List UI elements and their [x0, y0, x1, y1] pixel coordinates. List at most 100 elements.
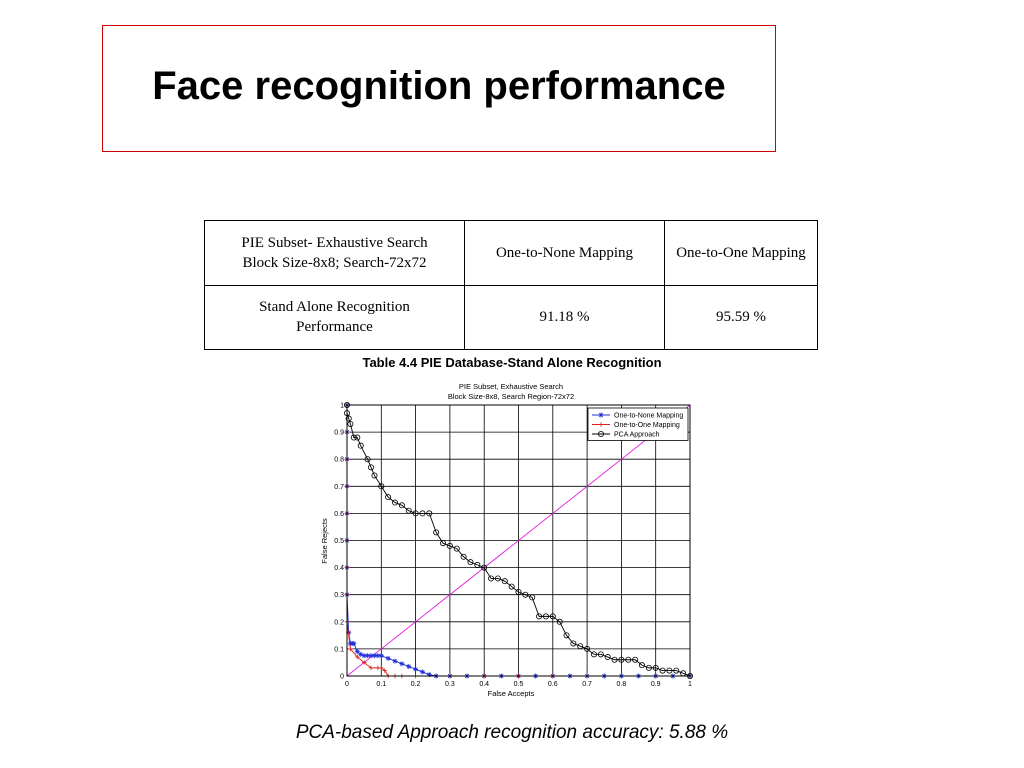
chart-axes: 0 0.1 0.2 0.3 0.4 0.5 0.6 0.7 0.8 0.9 1 0 0.1 0.2 0.3 0…	[334, 403, 692, 689]
data-point	[385, 655, 391, 661]
data-point	[563, 632, 570, 639]
y-tick-label: 0.9	[334, 430, 344, 437]
data-point	[529, 594, 536, 601]
data-point	[361, 660, 367, 665]
data-point	[350, 434, 357, 441]
data-point	[351, 640, 357, 646]
plot-frame	[346, 404, 691, 677]
data-point	[371, 653, 377, 659]
data-point	[426, 510, 433, 517]
data-point	[611, 656, 618, 663]
data-point	[556, 618, 563, 625]
data-point	[625, 656, 632, 663]
data-point	[348, 646, 353, 652]
data-point	[460, 553, 467, 560]
x-axis-label: False Accepts	[488, 689, 535, 698]
data-point	[419, 669, 425, 675]
table-row: Stand Alone Recognition Performance 91.1…	[204, 284, 818, 350]
data-point	[481, 564, 488, 571]
data-point	[368, 665, 374, 671]
series-line	[346, 405, 691, 677]
data-point	[354, 649, 360, 655]
data-point	[522, 591, 529, 598]
table-header-row: PIE Subset- Exhaustive Search Block Size…	[204, 220, 818, 286]
x-tick-label: 0.1	[376, 681, 386, 688]
row-label-line: Stand Alone Recognition	[259, 299, 410, 315]
table-header-cell: One-to-One Mapping	[664, 220, 818, 286]
data-point	[379, 665, 384, 671]
data-point	[666, 667, 673, 674]
y-tick-label: 0.2	[334, 619, 344, 626]
chart-legend: One-to-None Mapping One-to-One Mapping PCA…	[587, 407, 689, 441]
y-tick-label: 0	[340, 674, 344, 681]
data-point	[354, 434, 361, 441]
table-header-cell: One-to-None Mapping	[464, 220, 665, 286]
data-point	[632, 656, 639, 663]
y-tick-label: 0.7	[334, 484, 344, 491]
data-point	[357, 442, 364, 449]
y-axis-label: False Rejects	[320, 518, 329, 564]
data-point	[405, 507, 412, 514]
x-tick-label: 0.6	[548, 681, 558, 688]
data-point	[597, 431, 604, 438]
data-point	[618, 656, 625, 663]
data-point	[536, 613, 543, 620]
data-point	[406, 664, 412, 670]
table-cell: 91.18 %	[464, 284, 665, 350]
data-point	[604, 654, 611, 661]
x-tick-label: 0.8	[617, 681, 627, 688]
data-point	[413, 666, 419, 672]
x-tick-label: 0.3	[445, 681, 455, 688]
data-point	[542, 613, 549, 620]
data-point	[399, 661, 405, 667]
y-tick-label: 0.1	[334, 646, 344, 653]
data-point	[347, 420, 354, 427]
table-cell: 95.59 %	[664, 284, 818, 350]
data-point	[652, 664, 659, 671]
data-point	[515, 588, 522, 595]
y-tick-label: 1	[340, 403, 344, 410]
chart-svg: PIE Subset, Exhaustive Search Block Size…	[320, 382, 693, 698]
table-caption: Table 4.4 PIE Database-Stand Alone Recog…	[362, 355, 662, 370]
data-point	[474, 561, 481, 568]
x-tick-label: 0.5	[514, 681, 524, 688]
data-point	[577, 643, 584, 650]
header-line: Block Size-8x8; Search-72x72	[242, 254, 427, 271]
x-tick-label: 0.4	[479, 681, 489, 688]
data-point	[598, 412, 604, 418]
legend-item: PCA Approach	[592, 431, 660, 439]
x-tick-label: 0.2	[411, 681, 421, 688]
data-point	[385, 494, 392, 501]
table-cell: Stand Alone Recognition Performance	[204, 284, 465, 350]
roc-chart: PIE Subset, Exhaustive Search Block Size…	[300, 376, 720, 702]
series-line	[346, 404, 691, 677]
y-tick-label: 0.3	[334, 592, 344, 599]
data-point	[488, 575, 495, 582]
x-tick-label: 0.7	[582, 681, 592, 688]
series-pca-approach	[344, 401, 693, 679]
x-tick-label: 1	[688, 681, 692, 688]
y-tick-label: 0.6	[334, 511, 344, 518]
data-point	[638, 662, 645, 669]
legend-item: One-to-One Mapping	[592, 422, 680, 429]
x-tick-label: 0.9	[651, 681, 661, 688]
y-tick-label: 0.8	[334, 457, 344, 464]
data-point	[494, 575, 501, 582]
legend-label: PCA Approach	[614, 432, 660, 439]
data-point	[365, 653, 371, 659]
data-point	[378, 653, 384, 659]
data-point	[446, 542, 453, 549]
data-point	[570, 640, 577, 647]
row-label-line: Performance	[296, 319, 373, 336]
data-point	[440, 540, 447, 547]
data-point	[597, 651, 604, 658]
data-point	[433, 529, 440, 536]
data-point	[392, 499, 399, 506]
series-diagonal	[346, 404, 691, 677]
legend-label: One-to-None Mapping	[614, 413, 683, 420]
data-point	[659, 667, 666, 674]
data-point	[590, 651, 597, 658]
data-point	[368, 653, 374, 659]
table-header-cell: PIE Subset- Exhaustive Search Block Size…	[204, 220, 465, 286]
data-point	[584, 645, 591, 652]
